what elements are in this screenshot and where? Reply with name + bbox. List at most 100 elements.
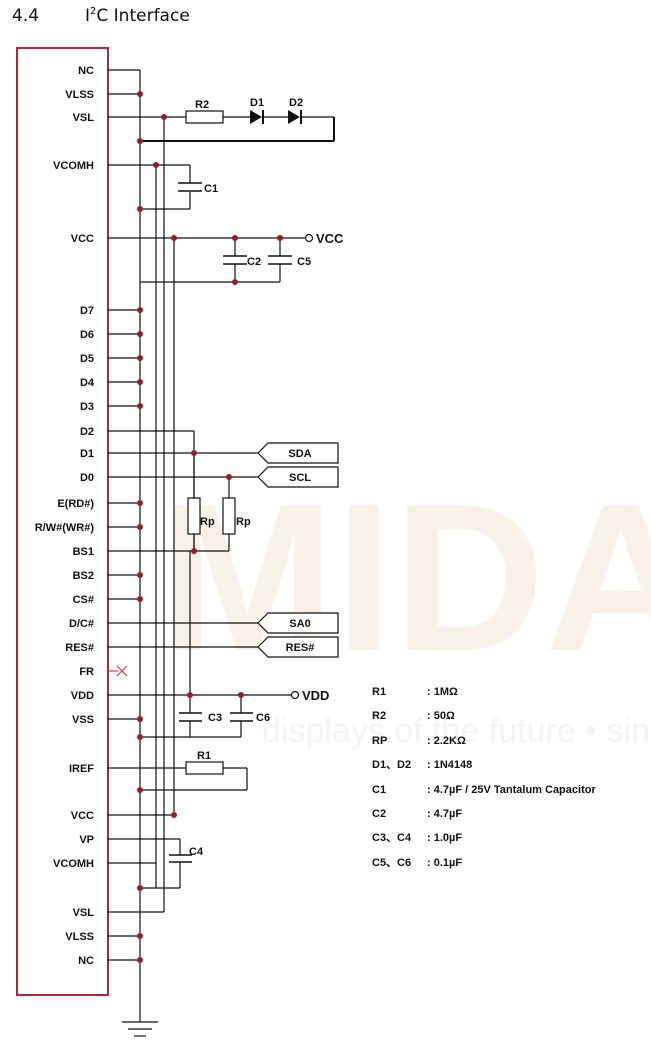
junction-dot xyxy=(137,500,143,506)
signal-tag-shape xyxy=(257,466,339,488)
signal-tags: SDA SCL SA0 RES# xyxy=(257,442,339,658)
pin-label: IREF xyxy=(69,763,94,775)
bom-ref: C2 xyxy=(372,808,386,820)
d2-diode: D2 xyxy=(288,97,303,124)
junction-dot xyxy=(161,114,167,120)
c2-label: C2 xyxy=(247,256,261,268)
junction-dot xyxy=(137,734,143,740)
junction-dot xyxy=(137,885,143,891)
bom-ref: R2 xyxy=(372,710,386,722)
bom-value: : 1MΩ xyxy=(427,686,458,698)
junction-dot xyxy=(137,957,143,963)
junction-dot xyxy=(137,206,143,212)
pin-label: CS# xyxy=(73,594,94,606)
junction-dot xyxy=(191,450,197,456)
junction-dot xyxy=(137,403,143,409)
rp-right-label: Rp xyxy=(236,516,251,528)
bom-value: : 4.7µF xyxy=(427,808,462,820)
signal-tag-label: SDA xyxy=(288,448,311,460)
watermark-text: MIDAS xyxy=(160,460,651,695)
pin-label: D1 xyxy=(80,448,94,460)
pin-label: D6 xyxy=(80,329,94,341)
junction-dot xyxy=(153,162,159,168)
rp-left-label: Rp xyxy=(200,516,215,528)
bom-ref: C3、C4 xyxy=(372,832,412,844)
pin-label: BS1 xyxy=(73,546,94,558)
junction-dot xyxy=(232,235,238,241)
bom-value: : 1.0µF xyxy=(427,832,462,844)
pin-label: VCC xyxy=(71,810,94,822)
rp-left-body xyxy=(187,497,201,535)
pin-label: D2 xyxy=(80,426,94,438)
c4-label: C4 xyxy=(189,846,204,858)
junction-dot xyxy=(137,933,143,939)
junction-dot xyxy=(277,235,283,241)
junction-dot xyxy=(226,474,232,480)
bom-ref: C1 xyxy=(372,784,386,796)
bom-value: : 2.2KΩ xyxy=(427,735,466,747)
junction-dot xyxy=(171,235,177,241)
junction-dot xyxy=(191,548,197,554)
junction-dots xyxy=(137,91,283,963)
r2-body xyxy=(185,110,224,124)
pin-label: D7 xyxy=(80,305,94,317)
signal-tag-label: RES# xyxy=(286,642,315,654)
pin-label: VSL xyxy=(73,907,95,919)
c3-label: C3 xyxy=(208,712,222,724)
pin-label: VLSS xyxy=(65,89,94,101)
junction-dot xyxy=(137,355,143,361)
watermark-logo: MIDAS displays of the future • since xyxy=(160,460,651,750)
pin-label: D5 xyxy=(80,353,94,365)
pin-label: NC xyxy=(78,65,94,77)
r1-label: R1 xyxy=(197,750,211,762)
r2-resistor: R2 xyxy=(185,99,224,124)
junction-dot xyxy=(137,138,143,144)
junction-dot xyxy=(137,572,143,578)
junction-dot xyxy=(137,379,143,385)
junction-dot xyxy=(137,524,143,530)
junction-dot xyxy=(137,716,143,722)
c6-label: C6 xyxy=(256,712,270,724)
vcc-rail-label: VCC xyxy=(316,231,344,246)
junction-dot xyxy=(137,596,143,602)
title-superscript: 2 xyxy=(90,6,97,17)
section-title: I2C Interface xyxy=(85,6,190,26)
r1-body xyxy=(185,761,224,775)
c3-capacitor xyxy=(179,712,202,722)
title-rest: C Interface xyxy=(96,6,190,26)
bom-value: : 50Ω xyxy=(427,710,455,722)
signal-tag-label: SCL xyxy=(289,472,311,484)
r2-label: R2 xyxy=(195,99,209,111)
d2-label: D2 xyxy=(289,97,303,109)
c5-capacitor xyxy=(268,255,292,265)
pin-label: VP xyxy=(79,834,94,846)
fr-no-connect-mark xyxy=(108,665,128,677)
d1-label: D1 xyxy=(250,97,264,109)
ic-body xyxy=(16,47,109,996)
pin-label: VCC xyxy=(71,233,94,245)
junction-dot xyxy=(187,692,193,698)
watermark-tagline: displays of the future • since xyxy=(262,712,651,750)
pin-label: VSS xyxy=(72,714,94,726)
pin-label: D3 xyxy=(80,401,94,413)
c5-label: C5 xyxy=(297,256,311,268)
fr-cross-b xyxy=(116,665,128,677)
c4-capacitor xyxy=(169,854,192,863)
bom-ref: C5、C6 xyxy=(372,857,411,869)
junction-dot xyxy=(137,787,143,793)
pin-label: RES# xyxy=(65,642,94,654)
vcc-terminal xyxy=(304,233,314,243)
pin-label: VCOMH xyxy=(53,160,94,172)
signal-tag-shape xyxy=(257,636,339,658)
bom-ref: RP xyxy=(372,735,387,747)
pin-label: D/C# xyxy=(69,618,94,630)
pin-label: FR xyxy=(79,666,94,678)
signal-tag-shape xyxy=(257,612,339,634)
d1-diode: D1 xyxy=(250,97,264,124)
bom-value: : 1N4148 xyxy=(427,759,472,771)
bom-value: : 0.1µF xyxy=(427,857,462,869)
pin-lines xyxy=(108,69,174,961)
rp-left-resistor: Rp xyxy=(187,497,215,535)
junction-dot xyxy=(238,692,244,698)
